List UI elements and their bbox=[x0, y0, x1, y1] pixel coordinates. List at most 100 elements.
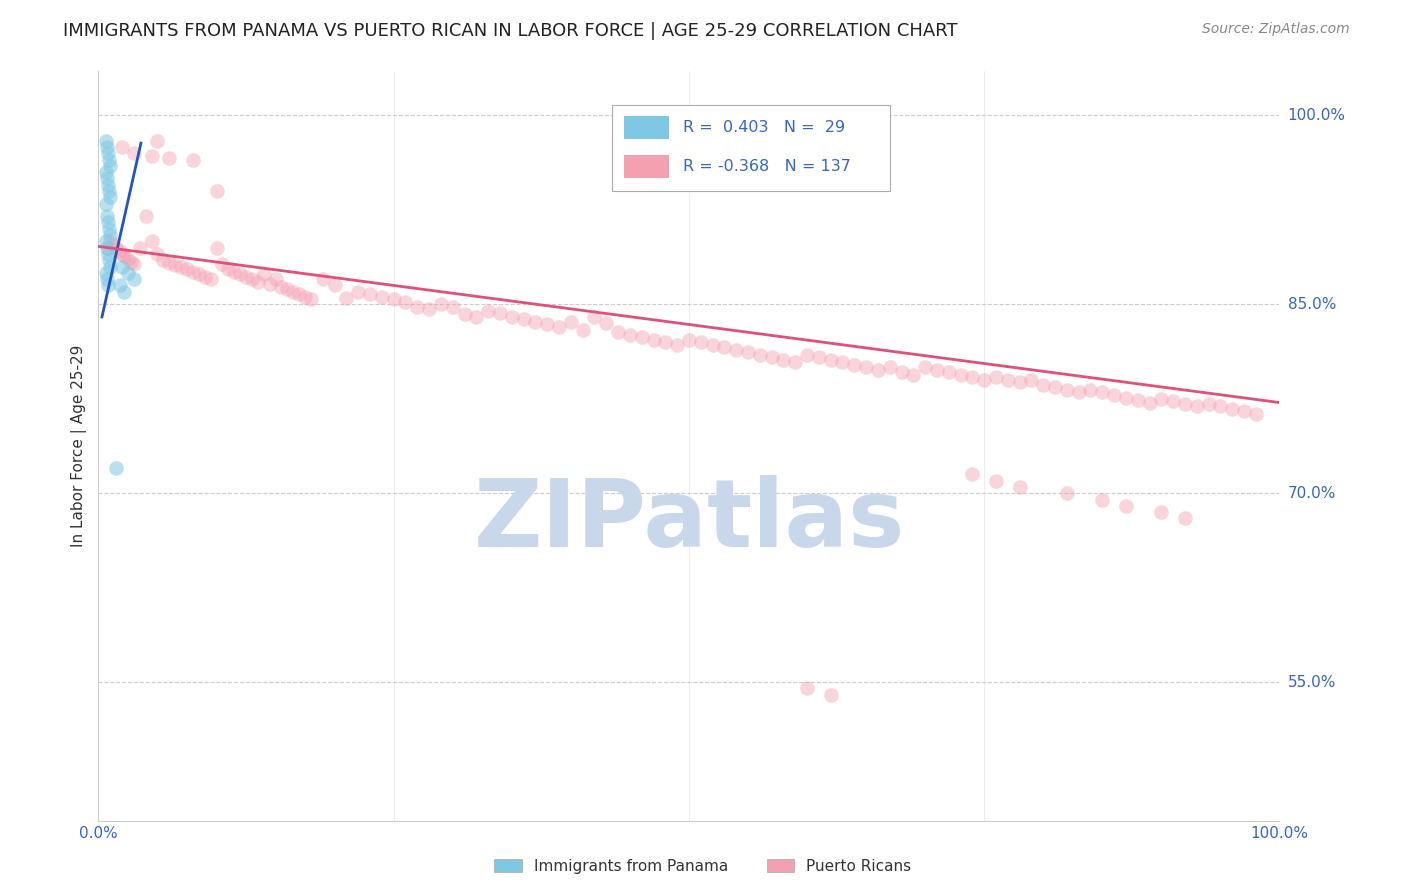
Point bbox=[689, 335, 711, 350]
Point bbox=[347, 285, 370, 299]
Point bbox=[737, 345, 759, 359]
Point bbox=[997, 373, 1019, 387]
Point bbox=[96, 272, 118, 286]
Point bbox=[713, 340, 735, 354]
Point bbox=[217, 262, 239, 277]
Point bbox=[371, 290, 394, 304]
Point bbox=[121, 254, 143, 268]
Point bbox=[1198, 397, 1220, 411]
Point bbox=[654, 335, 676, 350]
Point bbox=[141, 235, 163, 249]
Point bbox=[97, 146, 120, 161]
Point bbox=[264, 272, 287, 286]
Point bbox=[246, 275, 269, 289]
Point bbox=[253, 267, 276, 281]
Point bbox=[1008, 376, 1031, 390]
Point bbox=[165, 258, 187, 272]
Point bbox=[96, 140, 118, 154]
Point bbox=[98, 153, 121, 167]
Point bbox=[1220, 401, 1243, 416]
Point bbox=[748, 348, 770, 362]
Point bbox=[536, 318, 558, 332]
Point bbox=[152, 253, 174, 268]
Point bbox=[1174, 397, 1197, 411]
Point bbox=[761, 350, 783, 364]
Point bbox=[1126, 392, 1149, 407]
Point bbox=[501, 310, 523, 324]
Point bbox=[619, 327, 641, 342]
Point bbox=[866, 363, 889, 377]
Point bbox=[98, 190, 121, 204]
Point bbox=[117, 252, 139, 266]
Point bbox=[98, 184, 121, 198]
Point bbox=[1174, 511, 1197, 525]
Point bbox=[312, 272, 335, 286]
Point bbox=[1091, 385, 1114, 400]
Point bbox=[128, 241, 150, 255]
Point bbox=[157, 151, 180, 165]
Point bbox=[112, 250, 135, 264]
Point bbox=[276, 282, 298, 296]
Point bbox=[194, 269, 217, 284]
Point bbox=[1244, 407, 1267, 421]
Point bbox=[157, 256, 180, 270]
Point bbox=[890, 365, 912, 379]
Point bbox=[1056, 486, 1078, 500]
Point bbox=[96, 241, 118, 255]
Point bbox=[1209, 400, 1232, 414]
Point bbox=[122, 257, 145, 271]
Point bbox=[1150, 392, 1173, 406]
Point bbox=[98, 228, 121, 243]
Point bbox=[489, 306, 512, 320]
Point bbox=[288, 287, 311, 301]
Point bbox=[98, 260, 121, 274]
Point bbox=[359, 287, 381, 301]
Point bbox=[643, 333, 665, 347]
Point bbox=[1161, 394, 1184, 409]
Point bbox=[323, 278, 346, 293]
Point bbox=[984, 370, 1007, 384]
Point bbox=[111, 260, 134, 274]
FancyBboxPatch shape bbox=[624, 116, 669, 139]
Point bbox=[98, 221, 121, 235]
Point bbox=[394, 294, 416, 309]
Point bbox=[571, 322, 593, 336]
Point bbox=[1185, 400, 1208, 414]
Point bbox=[205, 241, 228, 255]
Point bbox=[560, 315, 582, 329]
Point bbox=[299, 293, 322, 307]
Point bbox=[96, 209, 118, 223]
Point bbox=[135, 209, 157, 223]
Point bbox=[111, 140, 134, 154]
Point bbox=[914, 360, 936, 375]
Point bbox=[98, 253, 121, 268]
Point bbox=[112, 285, 135, 299]
Text: 100.0%: 100.0% bbox=[1288, 108, 1346, 123]
Point bbox=[283, 285, 305, 299]
Point bbox=[181, 153, 204, 167]
Point bbox=[938, 365, 960, 379]
Point bbox=[181, 264, 204, 278]
Point bbox=[259, 277, 281, 292]
Text: Source: ZipAtlas.com: Source: ZipAtlas.com bbox=[1202, 22, 1350, 37]
Point bbox=[1021, 373, 1043, 387]
Point bbox=[229, 267, 252, 281]
Point bbox=[796, 348, 818, 362]
Point bbox=[105, 461, 128, 475]
Point bbox=[453, 307, 475, 321]
Text: 55.0%: 55.0% bbox=[1288, 674, 1336, 690]
Point bbox=[512, 312, 534, 326]
Point bbox=[146, 247, 169, 261]
Point bbox=[98, 235, 121, 249]
Point bbox=[678, 333, 700, 347]
Point bbox=[1102, 388, 1125, 402]
Text: R =  0.403   N =  29: R = 0.403 N = 29 bbox=[683, 120, 845, 135]
Point bbox=[1056, 383, 1078, 397]
Point bbox=[1091, 492, 1114, 507]
Point bbox=[240, 272, 263, 286]
Point bbox=[94, 266, 117, 280]
Point bbox=[465, 310, 488, 324]
Point bbox=[97, 247, 120, 261]
Point bbox=[630, 330, 652, 344]
Point bbox=[1067, 385, 1090, 400]
